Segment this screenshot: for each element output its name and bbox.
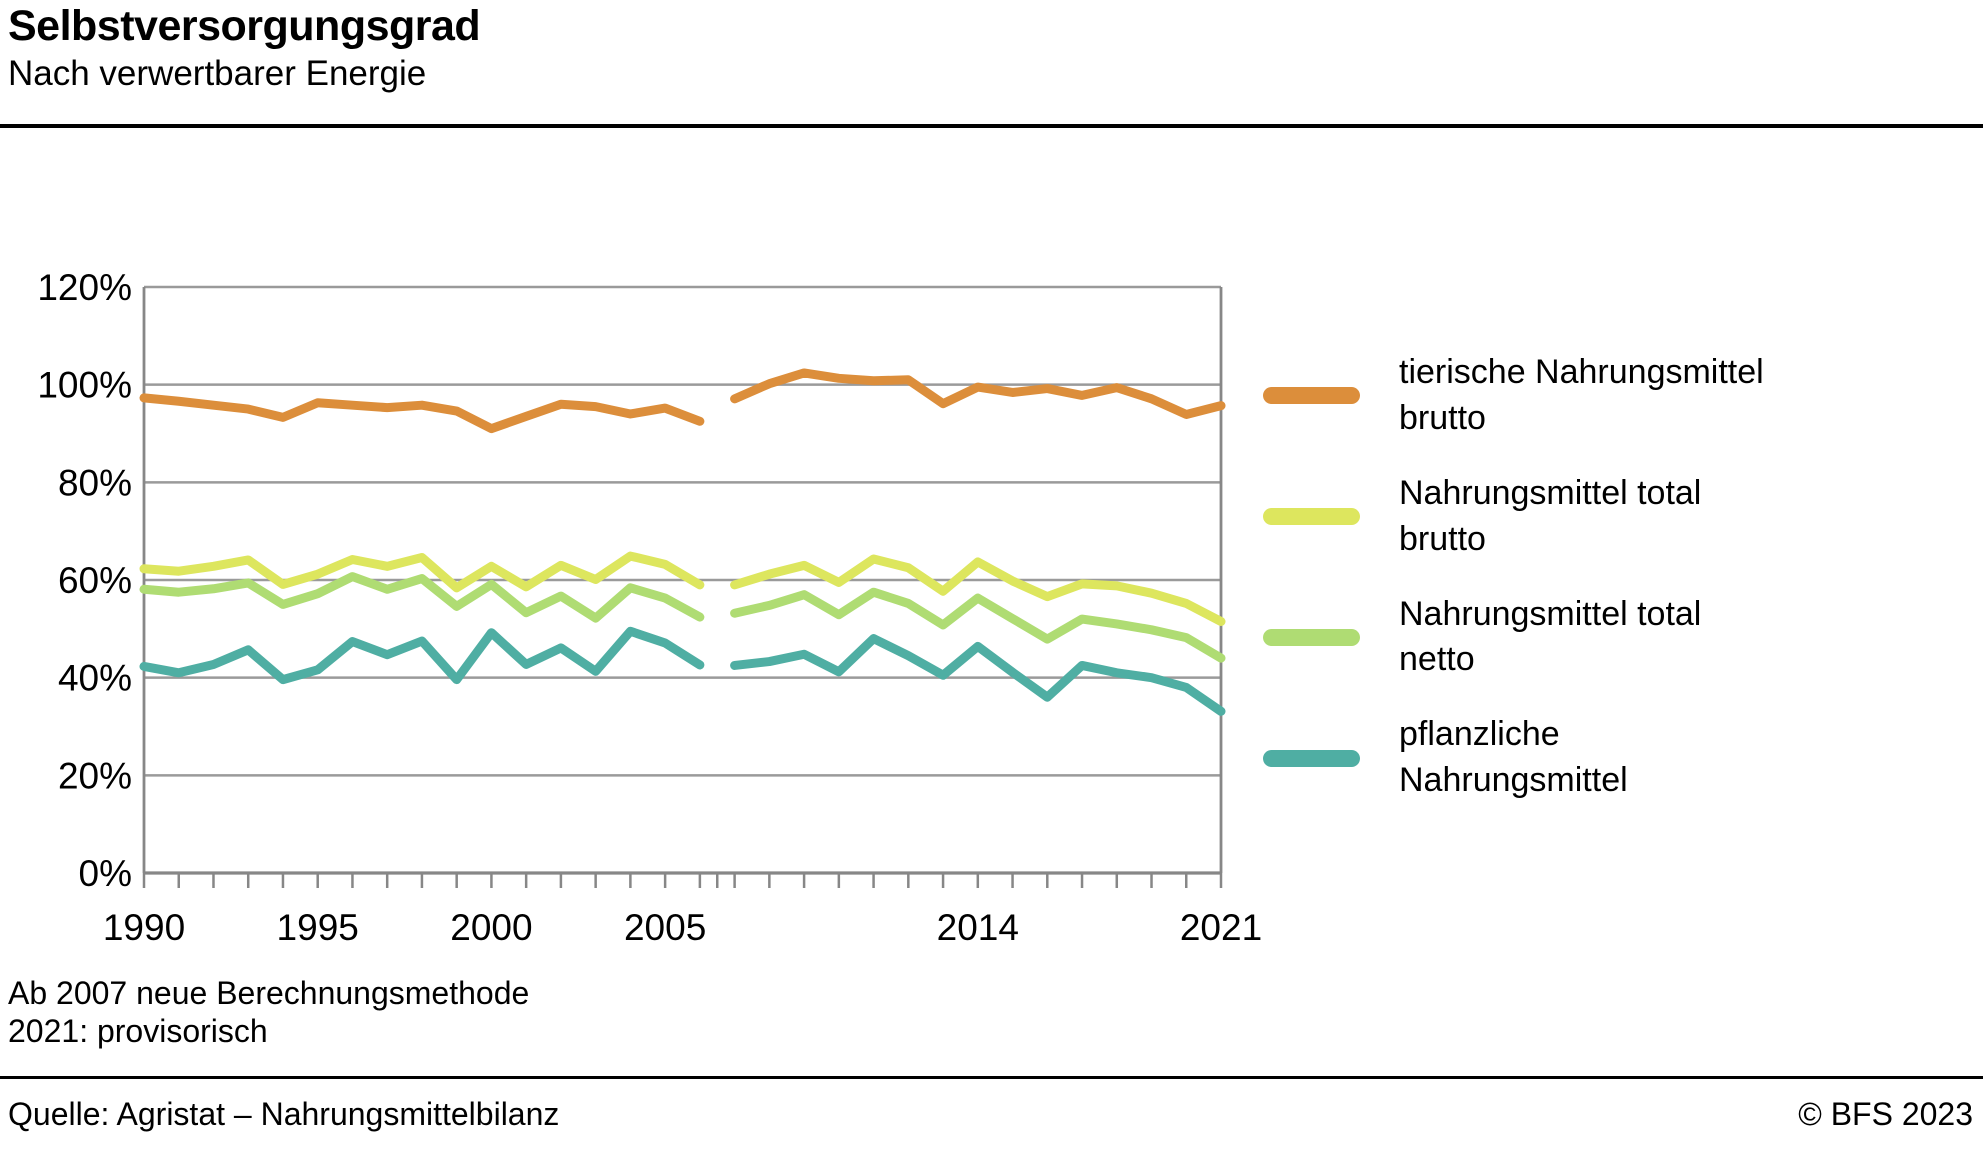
x-tick-label: 2000 (450, 907, 532, 948)
legend-label: pflanzliche Nahrungsmittel (1399, 712, 1628, 804)
x-tick-label: 2005 (624, 907, 706, 948)
legend-item-total-netto: Nahrungsmittel total netto (1263, 592, 1764, 684)
legend-label-line: Nahrungsmittel total (1399, 594, 1702, 633)
series-line-pflanzliche-nahrungsmittel (139, 626, 705, 685)
series-line-nahrungsmittel-total-brutto (730, 554, 1226, 627)
legend-label-line: tierische Nahrungsmittel (1399, 353, 1764, 391)
legend-label: Nahrungsmittel total netto (1399, 592, 1701, 684)
source-note: Quelle: Agristat – Nahrungsmittelbilanz (8, 1096, 560, 1132)
header-divider (0, 124, 1983, 128)
copyright-note: © BFS 2023 (1798, 1096, 1973, 1132)
legend-item-pflanzliche: pflanzliche Nahrungsmittel (1263, 712, 1764, 804)
footer-divider (0, 1076, 1983, 1079)
series-line-tierische-nahrungsmittel-brutto (730, 368, 1226, 419)
page-subtitle: Nach verwertbarer Energie (8, 54, 427, 93)
footnote-provisional: 2021: provisorisch (8, 1013, 268, 1049)
x-tick-label: 2014 (937, 907, 1019, 948)
footnote-method: Ab 2007 neue Berechnungsmethode (8, 975, 530, 1011)
y-tick-label: 0% (79, 853, 132, 894)
legend-item-tierische-brutto: tierische Nahrungsmittel brutto (1263, 350, 1764, 442)
legend-label-line: brutto (1399, 398, 1486, 437)
chart-footnotes: Ab 2007 neue Berechnungsmethode 2021: pr… (8, 974, 529, 1050)
legend-swatch-orange (1263, 387, 1360, 405)
series-line-nahrungsmittel-total-brutto (139, 551, 705, 593)
legend-swatch-green (1263, 628, 1360, 646)
legend-label-line: netto (1399, 640, 1475, 679)
chart-legend: tierische Nahrungsmittel brutto Nahrungs… (1263, 350, 1764, 804)
y-tick-label: 80% (58, 462, 132, 503)
legend-label-line: pflanzliche (1399, 715, 1560, 754)
legend-label-line: Nahrungsmittel total (1399, 473, 1702, 512)
legend-label-line: brutto (1399, 519, 1486, 558)
series-line-tierische-nahrungsmittel-brutto (139, 393, 705, 434)
legend-label: Nahrungsmittel total brutto (1399, 471, 1701, 563)
x-tick-label: 1990 (103, 907, 185, 948)
legend-item-total-brutto: Nahrungsmittel total brutto (1263, 471, 1764, 563)
y-tick-label: 60% (58, 560, 132, 601)
y-tick-label: 40% (58, 658, 132, 699)
y-tick-label: 100% (37, 365, 132, 406)
legend-swatch-yellow (1263, 508, 1360, 526)
x-tick-label: 1995 (277, 907, 359, 948)
legend-label-line: Nahrungsmittel (1399, 761, 1628, 800)
legend-label: tierische Nahrungsmittel brutto (1399, 350, 1764, 442)
y-tick-label: 120% (37, 267, 132, 308)
page-title: Selbstversorgungsgrad (8, 2, 481, 50)
x-tick-label: 2021 (1180, 907, 1262, 948)
y-tick-label: 20% (58, 755, 132, 796)
legend-swatch-teal (1263, 749, 1360, 767)
series-line-nahrungsmittel-total-netto (139, 572, 705, 623)
series-line-nahrungsmittel-total-netto (730, 587, 1226, 663)
series-line-pflanzliche-nahrungsmittel (730, 634, 1226, 716)
